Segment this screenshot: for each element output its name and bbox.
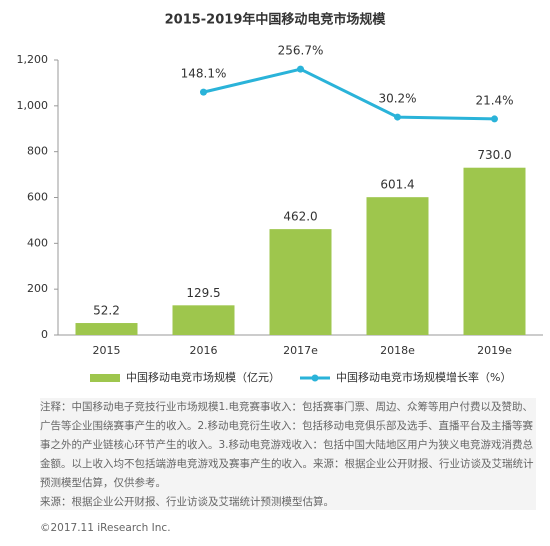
y-tick-label: 600 [27, 191, 48, 204]
bar [172, 305, 235, 335]
x-tick-label: 2019e [477, 344, 512, 357]
y-tick-label: 1,000 [17, 99, 49, 112]
y-tick-label: 0 [41, 328, 48, 341]
note: 来源：根据企业公开财报、行业访谈及艾瑞统计预测模型估算。 [40, 496, 334, 508]
line [203, 67, 495, 121]
y-tick-label: 1,200 [17, 53, 49, 66]
line-label: 21.4% [475, 93, 513, 107]
y-tick-label: 200 [27, 282, 48, 295]
legend-swatch [90, 374, 120, 382]
chart: 2015-2019年中国移动电竞市场规模 0 200 400 600 800 1,000 1… [17, 12, 543, 384]
line-label: 148.1% [181, 67, 227, 81]
bar-label: 52.2 [93, 304, 120, 318]
x-tick-label: 2017e [283, 344, 318, 357]
line-label: 30.2% [378, 92, 416, 106]
y-tick-label: 400 [27, 236, 48, 249]
x-tick-label: 2016 [190, 344, 218, 357]
notes: 注释：中国移动电子竞技行业市场规模1.电竞赛事收入：包括赛事门票、周边、众筹等用… [40, 398, 536, 510]
bar-label: 129.5 [186, 286, 220, 300]
line-marker [200, 88, 207, 96]
line-label: 256.7% [278, 44, 324, 58]
note: 注释：中国移动电子竞技行业市场规模1.电竞赛事收入：包括赛事门票、周边、众筹等用… [40, 401, 534, 489]
line-marker [394, 113, 401, 121]
legend-label: 中国移动电竞市场规模（亿元） [126, 370, 280, 384]
x-tick-label: 2015 [93, 344, 121, 357]
line-marker [297, 65, 304, 73]
bar-label: 462.0 [283, 210, 317, 224]
bar [269, 229, 332, 335]
bar [366, 197, 429, 335]
chart-title: 2015-2019年中国移动电竞市场规模 [165, 12, 387, 28]
bar [75, 323, 138, 335]
bar-label: 730.0 [477, 148, 511, 162]
bar-label: 601.4 [380, 178, 414, 192]
y-tick-label: 800 [27, 145, 48, 158]
bar [463, 167, 526, 335]
legend-label: 中国移动电竞市场规模增长率（%） [336, 370, 511, 384]
legend-swatch [311, 374, 319, 382]
line-marker [491, 115, 498, 123]
x-tick-label: 2018e [380, 344, 415, 357]
footer: ©2017.11 iResearch Inc. [40, 522, 171, 534]
